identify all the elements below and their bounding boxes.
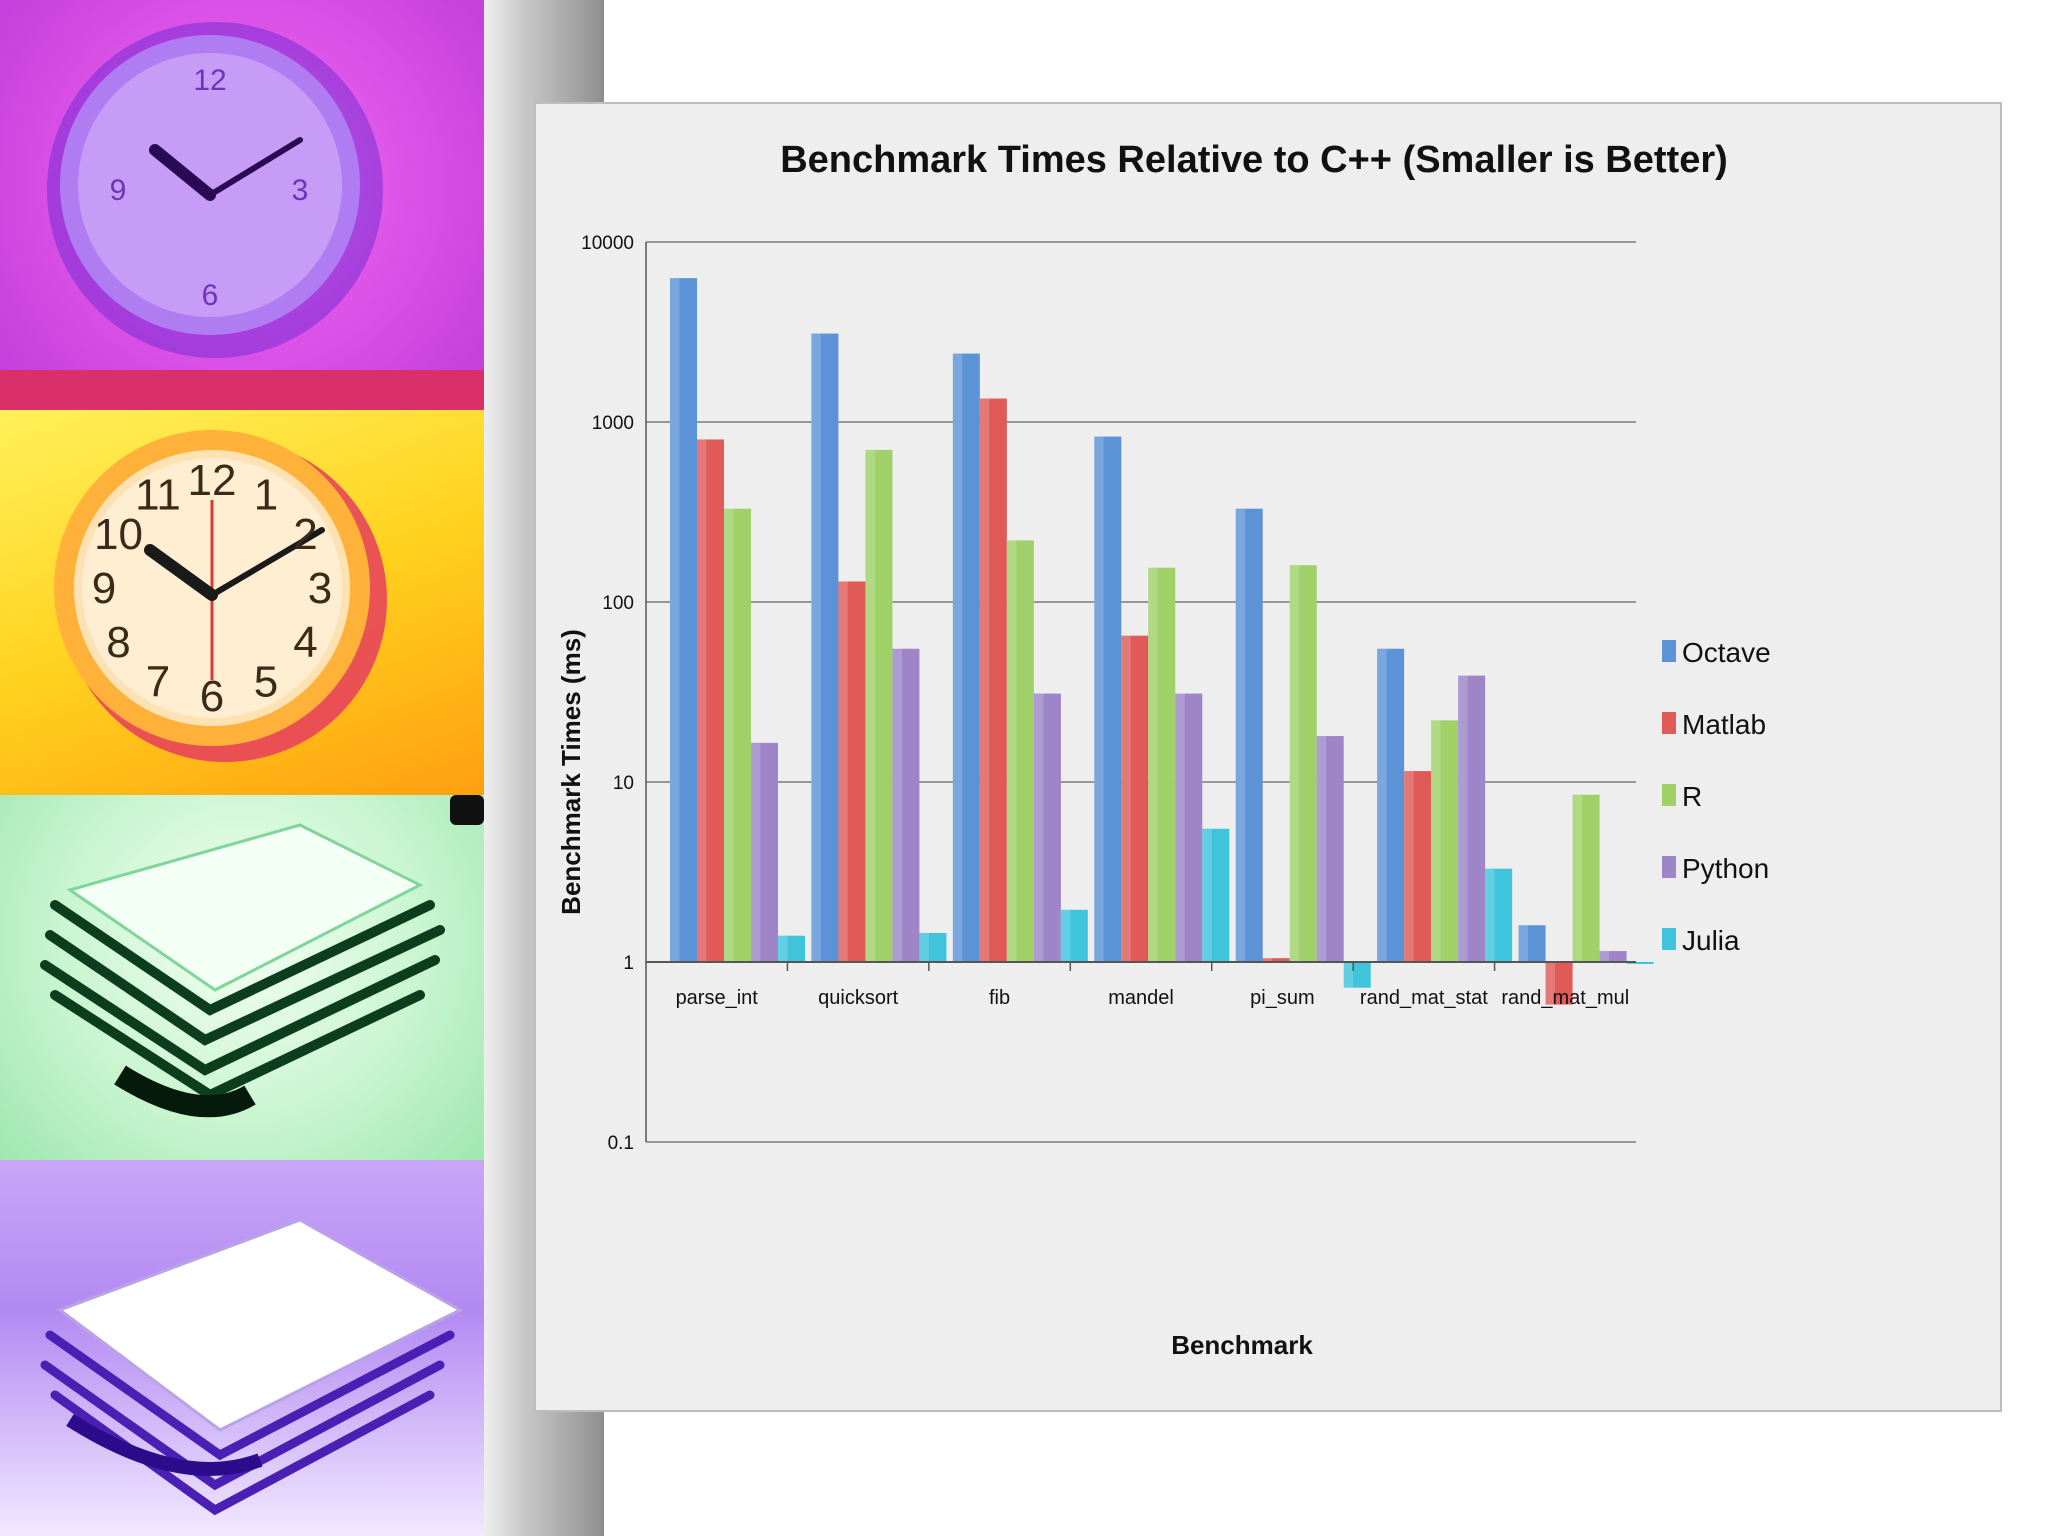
clock-number: 4 — [293, 618, 317, 667]
paper-stack-purple-icon — [0, 1160, 484, 1536]
bar-r-parse_int — [724, 508, 751, 962]
x-tick-label: pi_sum — [1250, 987, 1314, 1009]
bar-matlab-mandel — [1121, 635, 1149, 962]
bar-octave-fib — [952, 353, 980, 962]
bar-r-fib — [1006, 540, 1034, 962]
bar-r-rand_mat_stat — [1431, 720, 1459, 962]
legend-label: R — [1682, 781, 1702, 812]
x-tick-label: parse_int — [676, 987, 759, 1009]
legend-label: Octave — [1682, 637, 1771, 668]
clock-purple-icon: 12 3 6 9 — [0, 0, 484, 410]
y-axis-title: Benchmark Times (ms) — [556, 629, 586, 915]
clock-number: 12 — [193, 64, 226, 97]
clock-number: 12 — [188, 456, 237, 505]
bar-r-rand_mat_mul — [1572, 794, 1600, 962]
bar-matlab-rand_mat_stat — [1404, 771, 1432, 962]
bar-python-pi_sum — [1316, 736, 1344, 962]
x-tick-label: rand_mat_stat — [1360, 987, 1488, 1009]
legend-item-matlab: Matlab — [1662, 709, 1766, 740]
x-tick-label: rand_mat_mul — [1501, 987, 1629, 1009]
paper-stack-green-icon — [0, 795, 484, 1160]
bar-python-quicksort — [892, 648, 920, 962]
bar-octave-rand_mat_mul — [1518, 925, 1546, 962]
legend-label: Matlab — [1682, 709, 1766, 740]
bar-matlab-fib — [979, 398, 1007, 962]
y-tick-label: 100 — [602, 593, 634, 614]
bar-julia-fib — [1060, 909, 1088, 962]
bar-octave-rand_mat_stat — [1377, 648, 1405, 962]
bars — [670, 278, 1654, 1005]
bar-julia-parse_int — [778, 935, 805, 962]
bar-matlab-quicksort — [838, 581, 866, 962]
bar-matlab-parse_int — [697, 439, 724, 962]
legend-swatch — [1662, 640, 1676, 662]
clock-number: 7 — [146, 658, 170, 707]
y-tick-label: 0.1 — [608, 1133, 634, 1154]
x-tick-label: fib — [989, 987, 1010, 1009]
legend-item-python: Python — [1662, 853, 1769, 884]
legend: Octave Matlab R Python Julia — [1662, 637, 1771, 956]
bar-python-mandel — [1175, 693, 1203, 962]
bar-octave-pi_sum — [1235, 508, 1263, 962]
bar-matlab-pi_sum — [1262, 958, 1290, 962]
benchmark-chart: Benchmark Times Relative to C++ (Smaller… — [556, 139, 1771, 1360]
chart-title: Benchmark Times Relative to C++ (Smaller… — [780, 139, 1728, 181]
bar-julia-rand_mat_stat — [1485, 868, 1513, 962]
bar-python-fib — [1033, 693, 1061, 962]
clock-number: 3 — [308, 564, 332, 613]
y-tick-label: 1 — [623, 953, 634, 974]
clock-number: 6 — [200, 672, 224, 721]
legend-swatch — [1662, 928, 1676, 950]
bar-python-rand_mat_mul — [1599, 951, 1627, 962]
legend-item-julia: Julia — [1662, 925, 1740, 956]
legend-item-r: R — [1662, 781, 1702, 812]
bar-python-parse_int — [751, 742, 778, 962]
y-tick-label: 10 — [613, 773, 634, 794]
bar-r-mandel — [1148, 567, 1176, 962]
chart-card: Benchmark Times Relative to C++ (Smaller… — [534, 102, 2002, 1412]
bar-julia-mandel — [1202, 828, 1230, 962]
bar-julia-pi_sum — [1343, 962, 1371, 988]
photo-strip: 12 3 6 9 12 1 2 3 4 5 6 7 8 9 10 11 — [0, 0, 484, 1536]
y-tick-label: 10000 — [581, 233, 634, 254]
clock-number: 3 — [292, 174, 309, 207]
clock-number: 10 — [94, 510, 143, 559]
y-tick-label: 1000 — [592, 413, 634, 434]
bar-python-rand_mat_stat — [1458, 675, 1486, 962]
clock-orange-icon: 12 1 2 3 4 5 6 7 8 9 10 11 — [0, 410, 484, 795]
bar-r-quicksort — [865, 449, 893, 963]
x-tick-label: quicksort — [818, 987, 898, 1009]
clock-number: 1 — [254, 471, 278, 520]
clock-number: 8 — [106, 618, 130, 667]
legend-swatch — [1662, 856, 1676, 878]
axes: parse_int quicksort fib mandel pi_sum rand_ma… — [645, 242, 1636, 1142]
bar-octave-parse_int — [670, 278, 697, 962]
legend-label: Julia — [1682, 925, 1740, 956]
clock-number: 9 — [110, 174, 127, 207]
clock-number: 9 — [92, 564, 116, 613]
legend-swatch — [1662, 712, 1676, 734]
clock-number: 6 — [202, 279, 219, 312]
bar-matlab-rand_mat_mul — [1545, 962, 1573, 1005]
bar-julia-quicksort — [919, 932, 947, 962]
clock-number: 11 — [135, 471, 181, 520]
clock-number: 2 — [293, 510, 317, 559]
bar-octave-mandel — [1094, 436, 1122, 963]
clock-number: 5 — [254, 658, 278, 707]
legend-swatch — [1662, 784, 1676, 806]
legend-label: Python — [1682, 853, 1769, 884]
x-axis-title: Benchmark — [1171, 1330, 1313, 1360]
legend-item-octave: Octave — [1662, 637, 1771, 668]
bar-r-pi_sum — [1289, 565, 1317, 962]
x-tick-label: mandel — [1108, 987, 1174, 1009]
bar-octave-quicksort — [811, 333, 839, 962]
